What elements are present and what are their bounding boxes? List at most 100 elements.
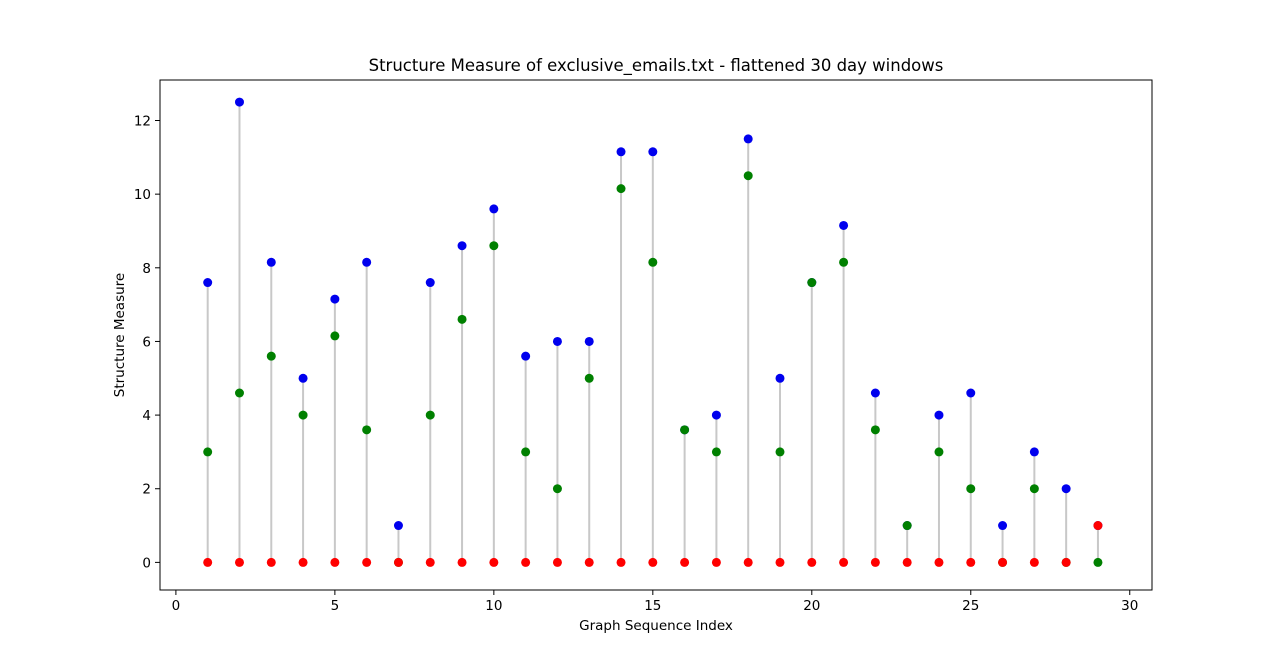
- y-tick-label: 8: [142, 261, 151, 277]
- data-point: [616, 147, 626, 157]
- data-point: [584, 557, 594, 567]
- x-tick-label: 5: [331, 598, 340, 614]
- x-tick-label: 25: [962, 598, 979, 614]
- data-point: [266, 351, 276, 361]
- data-point: [839, 257, 849, 267]
- data-point: [266, 557, 276, 567]
- data-point: [552, 557, 562, 567]
- data-point: [680, 557, 690, 567]
- data-point: [362, 425, 372, 435]
- data-point: [870, 425, 880, 435]
- data-point: [393, 557, 403, 567]
- data-point: [1029, 447, 1039, 457]
- data-point: [552, 484, 562, 494]
- data-point: [775, 447, 785, 457]
- y-tick-label: 6: [142, 334, 151, 350]
- data-point: [521, 447, 531, 457]
- data-point: [902, 521, 912, 531]
- data-point: [839, 557, 849, 567]
- x-tick-label: 20: [803, 598, 820, 614]
- data-point: [711, 557, 721, 567]
- data-point: [393, 521, 403, 531]
- data-point: [330, 331, 340, 341]
- data-point: [1061, 484, 1071, 494]
- data-point: [203, 278, 213, 288]
- data-point: [1029, 557, 1039, 567]
- data-point: [1093, 557, 1103, 567]
- data-point: [234, 388, 244, 398]
- data-point: [775, 373, 785, 383]
- data-point: [330, 294, 340, 304]
- data-point: [489, 241, 499, 251]
- data-point: [648, 147, 658, 157]
- data-point: [457, 557, 467, 567]
- series-2: [203, 521, 1103, 567]
- data-point: [870, 557, 880, 567]
- data-point: [998, 557, 1008, 567]
- data-point: [425, 278, 435, 288]
- data-point: [1029, 484, 1039, 494]
- data-point: [934, 447, 944, 457]
- data-point: [425, 410, 435, 420]
- data-point: [966, 557, 976, 567]
- data-point: [234, 557, 244, 567]
- data-point: [743, 171, 753, 181]
- y-tick-label: 4: [142, 408, 151, 424]
- data-point: [521, 351, 531, 361]
- y-tick-label: 10: [134, 187, 151, 203]
- data-point: [457, 314, 467, 324]
- data-point: [680, 425, 690, 435]
- x-tick-label: 30: [1121, 598, 1138, 614]
- y-axis-label: Structure Measure: [112, 273, 128, 397]
- data-point: [743, 134, 753, 144]
- data-point: [362, 257, 372, 267]
- data-point: [934, 557, 944, 567]
- data-point: [966, 388, 976, 398]
- data-point: [934, 410, 944, 420]
- data-point: [298, 373, 308, 383]
- data-point: [457, 241, 467, 251]
- x-axis-label: Graph Sequence Index: [579, 618, 733, 634]
- data-point: [648, 557, 658, 567]
- data-point: [203, 447, 213, 457]
- data-point: [489, 557, 499, 567]
- data-point: [648, 257, 658, 267]
- y-tick-label: 0: [142, 555, 151, 571]
- data-point: [203, 557, 213, 567]
- data-point: [266, 257, 276, 267]
- data-point: [711, 410, 721, 420]
- chart-title: Structure Measure of exclusive_emails.tx…: [369, 56, 944, 76]
- x-axis: 0 5 10 15 20 25 30: [172, 590, 1138, 614]
- data-point: [807, 278, 817, 288]
- data-point: [330, 557, 340, 567]
- data-point: [298, 557, 308, 567]
- data-point: [362, 557, 372, 567]
- data-point: [807, 557, 817, 567]
- data-point: [616, 557, 626, 567]
- data-point: [425, 557, 435, 567]
- data-point: [584, 336, 594, 346]
- data-point: [743, 557, 753, 567]
- data-point: [902, 557, 912, 567]
- data-point: [1061, 557, 1071, 567]
- y-tick-label: 2: [142, 482, 151, 498]
- x-tick-label: 15: [644, 598, 661, 614]
- series-0: [203, 97, 1103, 531]
- data-point: [584, 373, 594, 383]
- data-point: [489, 204, 499, 214]
- data-point: [616, 184, 626, 194]
- data-point: [775, 557, 785, 567]
- data-point: [298, 410, 308, 420]
- data-point: [998, 521, 1008, 531]
- plot-frame: [159, 79, 1153, 591]
- data-point: [552, 336, 562, 346]
- data-point: [870, 388, 880, 398]
- data-point: [1093, 521, 1103, 531]
- data-point: [711, 447, 721, 457]
- data-point: [966, 484, 976, 494]
- data-point: [521, 557, 531, 567]
- data-point: [234, 97, 244, 107]
- data-point: [839, 220, 849, 230]
- x-tick-label: 10: [485, 598, 502, 614]
